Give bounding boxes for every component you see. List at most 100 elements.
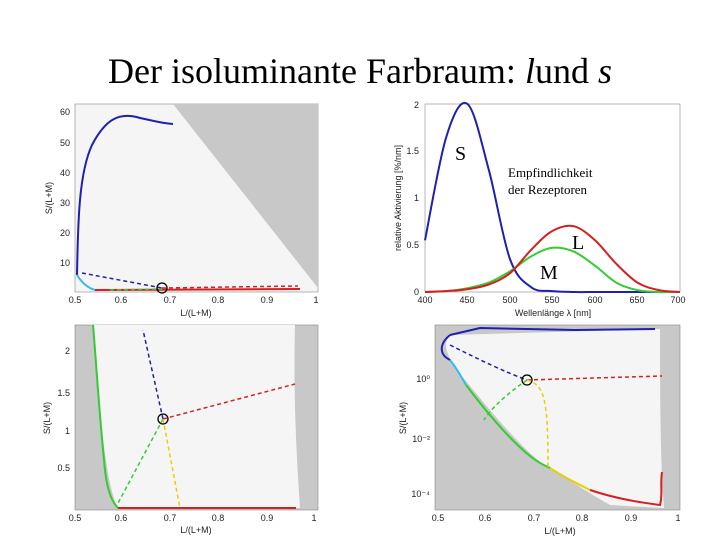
panel-bottom-right: 10⁰ 10⁻² 10⁻⁴ 0.5 0.6 0.7 0.8 0.9 1 L/(L… xyxy=(398,324,681,536)
tr-xlabel: Wellenlänge λ [nm] xyxy=(515,308,591,318)
bl-xtick-4: 0.9 xyxy=(261,513,274,523)
br-xtick-4: 0.9 xyxy=(625,513,638,523)
tl-ytick-40: 40 xyxy=(60,168,70,178)
br-dashed-yellow xyxy=(526,379,549,469)
tr-series-l-line xyxy=(424,224,681,293)
tr-ytick-0: 0 xyxy=(414,287,419,297)
tr-label-m: M xyxy=(540,262,558,284)
br-ytick-1e0: 10⁰ xyxy=(416,374,430,384)
tl-dashed-green xyxy=(109,288,163,291)
bl-ylabel: S/(L+M) xyxy=(42,402,52,434)
bl-ytick-2: 2 xyxy=(65,346,70,356)
bl-dashed-yellow xyxy=(162,418,181,509)
tr-ytick-15: 1.5 xyxy=(406,146,419,156)
title-und: und xyxy=(534,51,589,91)
tl-locus-cyan xyxy=(76,274,96,291)
tr-label-s: S xyxy=(455,143,466,165)
title-s: s xyxy=(597,51,612,91)
bl-white-point xyxy=(157,413,169,425)
br-xtick-1: 0.6 xyxy=(479,513,492,523)
bl-yticks: 0.5 1 1.5 2 xyxy=(57,346,70,473)
tr-yticks: 0 0.5 1 1.5 2 xyxy=(406,100,419,297)
tr-annotation-1: Empfindlichkeit xyxy=(508,165,593,180)
panel-top-left: 10 20 30 40 50 60 0.5 0.6 0.7 0.8 0.9 1 … xyxy=(44,103,319,318)
bl-ytick-15: 1.5 xyxy=(57,388,70,398)
bl-ytick-05: 0.5 xyxy=(57,463,70,473)
tl-xtick-5: 1 xyxy=(313,295,318,305)
tl-xtick-3: 0.8 xyxy=(212,295,225,305)
bl-xtick-0: 0.5 xyxy=(69,513,82,523)
tl-xlabel: L/(L+M) xyxy=(180,308,211,318)
br-xtick-2: 0.7 xyxy=(528,513,541,523)
br-yticks: 10⁰ 10⁻² 10⁻⁴ xyxy=(411,374,430,499)
tl-xtick-4: 0.9 xyxy=(261,295,274,305)
br-gamut-white xyxy=(445,329,664,508)
title-l: l xyxy=(524,51,535,91)
br-xtick-3: 0.8 xyxy=(576,513,589,523)
tr-xticks: 400 450 500 550 600 650 700 xyxy=(417,295,685,305)
tr-ytick-1: 1 xyxy=(414,193,419,203)
tl-ytick-30: 30 xyxy=(60,198,70,208)
br-xticks: 0.5 0.6 0.7 0.8 0.9 1 xyxy=(432,513,681,523)
tr-label-l: L xyxy=(572,232,584,254)
br-ytick-1e-2: 10⁻² xyxy=(412,434,430,444)
br-locus-cyan xyxy=(449,359,467,386)
br-locus-yellow xyxy=(549,467,591,491)
br-dashed-green xyxy=(483,379,528,421)
bl-ytick-1: 1 xyxy=(65,426,70,436)
tr-annotation-2: der Rezeptoren xyxy=(508,182,588,197)
bl-xtick-2: 0.7 xyxy=(164,513,177,523)
tl-xticks: 0.5 0.6 0.7 0.8 0.9 1 xyxy=(69,295,319,305)
tr-xtick-400: 400 xyxy=(417,295,432,305)
panel-bottom-left: 0.5 1 1.5 2 0.5 0.6 0.7 0.8 0.9 1 L/(L+M… xyxy=(42,324,319,535)
tr-xtick-600: 600 xyxy=(587,295,602,305)
br-ytick-1e-4: 10⁻⁴ xyxy=(411,489,430,499)
bl-dashed-green xyxy=(116,418,164,506)
bl-dashed-blue xyxy=(142,329,164,420)
br-xtick-5: 1 xyxy=(675,513,680,523)
slide-title: Der isoluminante Farbraum: lund s xyxy=(0,50,720,92)
bl-xtick-1: 0.6 xyxy=(115,513,128,523)
tl-locus-blue xyxy=(76,114,174,276)
br-locus-blue-top xyxy=(449,326,656,336)
br-xlabel: L/(L+M) xyxy=(544,526,575,536)
tr-plot-area xyxy=(424,103,681,293)
tr-series-s-line xyxy=(424,101,680,294)
br-xtick-0: 0.5 xyxy=(432,513,445,523)
tr-ylabel: relative Aktivierung [%/nm] xyxy=(393,145,403,251)
tl-ytick-10: 10 xyxy=(60,258,70,268)
bl-gamut-white xyxy=(93,325,300,508)
bl-locus-green xyxy=(92,324,119,509)
br-white-point xyxy=(521,374,533,386)
br-ylabel: S/(L+M) xyxy=(398,402,408,434)
br-locus-blue-left xyxy=(440,334,451,361)
tr-xtick-500: 500 xyxy=(502,295,517,305)
tr-xtick-550: 550 xyxy=(544,295,559,305)
tr-xtick-650: 650 xyxy=(629,295,644,305)
br-locus-red xyxy=(589,471,663,507)
tl-yticks: 10 20 30 40 50 60 xyxy=(60,107,70,268)
tr-ytick-05: 0.5 xyxy=(406,240,419,250)
bl-dashed-red xyxy=(162,383,296,420)
br-dashed-blue xyxy=(449,344,528,381)
tr-xtick-700: 700 xyxy=(670,295,685,305)
bl-xtick-5: 1 xyxy=(311,513,316,523)
bl-xticks: 0.5 0.6 0.7 0.8 0.9 1 xyxy=(69,513,317,523)
title-main: Der isoluminante Farbraum: xyxy=(108,51,516,91)
panel-top-right: 0 0.5 1 1.5 2 400 450 500 550 600 650 70… xyxy=(393,100,686,318)
tl-ytick-50: 50 xyxy=(60,138,70,148)
br-locus-green xyxy=(465,384,551,469)
tl-xtick-2: 0.7 xyxy=(164,295,177,305)
tr-xtick-450: 450 xyxy=(459,295,474,305)
tl-white-point xyxy=(156,282,168,294)
tl-ytick-20: 20 xyxy=(60,228,70,238)
tl-ylabel: S/(L+M) xyxy=(44,182,54,214)
bl-xlabel: L/(L+M) xyxy=(180,525,211,535)
br-dashed-red xyxy=(526,375,663,381)
tr-series-lines xyxy=(424,101,681,294)
tr-ytick-2: 2 xyxy=(414,100,419,110)
tl-gamut-gray xyxy=(173,104,318,288)
bl-xtick-3: 0.8 xyxy=(212,513,225,523)
tl-xtick-1: 0.6 xyxy=(115,295,128,305)
